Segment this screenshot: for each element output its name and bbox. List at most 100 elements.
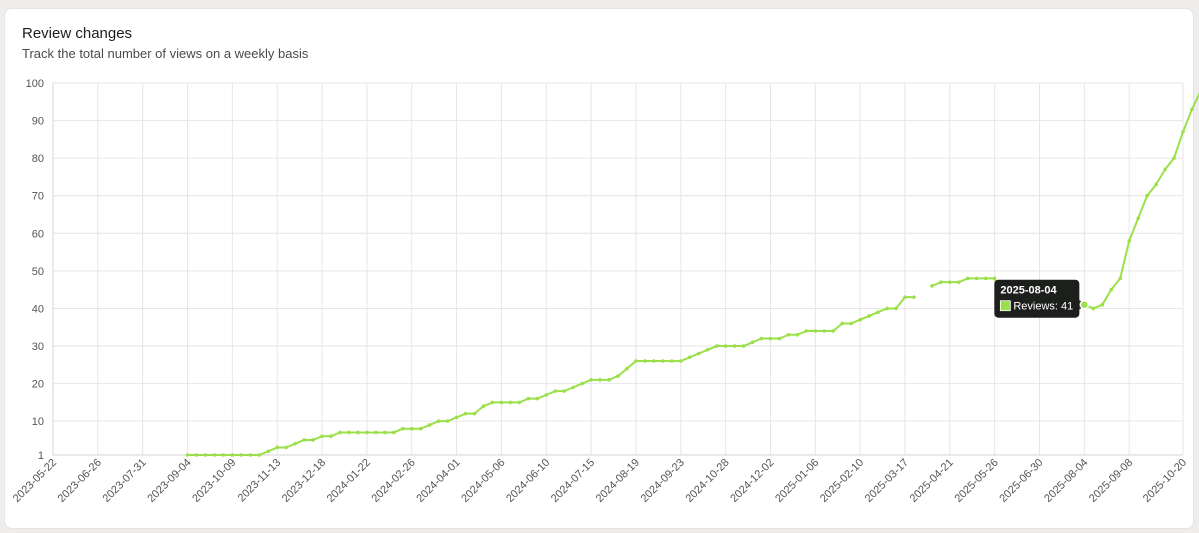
data-point (589, 378, 593, 382)
tooltip-value: Reviews: 41 (1013, 301, 1073, 313)
data-point (1127, 239, 1131, 243)
data-point (553, 389, 558, 393)
data-point (795, 332, 800, 337)
data-point (526, 396, 531, 401)
data-point (499, 400, 504, 405)
data-point (1163, 167, 1167, 172)
x-tick-label: 2025-03-17 (863, 457, 911, 505)
data-point (1154, 182, 1158, 187)
data-point (759, 336, 764, 341)
data-point (302, 438, 306, 442)
data-point (418, 426, 423, 431)
data-point (383, 430, 387, 435)
chart-title: Review changes (22, 25, 133, 42)
data-point (374, 430, 378, 435)
x-tick-label: 2024-12-02 (728, 457, 776, 505)
data-point (678, 359, 683, 363)
hovered-point (1079, 299, 1090, 310)
x-tick-label: 2024-01-22 (325, 457, 373, 505)
data-point (939, 280, 943, 284)
x-tick-label: 2023-07-31 (101, 457, 149, 505)
x-tick-label: 2024-04-01 (414, 457, 462, 505)
x-tick-label: 2023-09-04 (145, 457, 193, 505)
x-tick-label: 2023-12-18 (280, 457, 328, 505)
series-line-reviews (187, 296, 914, 456)
data-point (1145, 193, 1149, 198)
data-point (1172, 156, 1176, 160)
data-point (329, 434, 333, 439)
tooltip-date: 2025-08-04 (1000, 285, 1057, 297)
data-point (391, 430, 396, 435)
data-point (293, 441, 297, 446)
data-point (212, 453, 217, 457)
x-tick-label: 2025-02-10 (818, 457, 866, 505)
data-point (409, 426, 414, 431)
y-tick-label: 90 (32, 116, 44, 128)
data-point (965, 276, 970, 281)
data-point (813, 329, 818, 333)
data-point (687, 355, 692, 360)
data-point (732, 344, 737, 348)
data-point (365, 430, 369, 435)
data-point (930, 284, 934, 288)
x-tick-label: 2024-05-06 (459, 457, 507, 505)
data-point (1190, 107, 1194, 112)
data-point (625, 366, 629, 371)
data-point (768, 336, 773, 341)
y-tick-label: 70 (32, 191, 44, 203)
data-point (903, 295, 907, 299)
data-point (956, 280, 961, 284)
x-tick-label: 2025-09-08 (1087, 457, 1135, 505)
x-tick-label: 2023-10-09 (190, 457, 238, 505)
x-tick-label: 2023-11-13 (236, 457, 284, 505)
data-point (912, 295, 916, 299)
y-tick-label: 40 (32, 303, 44, 315)
data-point (490, 400, 495, 405)
x-tick-label: 2023-06-26 (56, 457, 104, 505)
chart-subtitle: Track the total number of views on a wee… (22, 46, 309, 61)
data-point (544, 393, 549, 397)
data-point (894, 306, 898, 311)
data-point (714, 344, 719, 348)
y-tick-label: 10 (32, 416, 44, 428)
data-point (221, 453, 226, 457)
data-point (347, 430, 351, 435)
data-point (598, 378, 602, 382)
data-point (257, 453, 262, 457)
data-point (822, 329, 827, 333)
data-point (427, 423, 432, 427)
data-point (580, 381, 584, 386)
data-point (705, 347, 710, 352)
data-point (203, 453, 208, 457)
tooltip-swatch (999, 300, 1011, 312)
x-tick-label: 2024-07-15 (549, 457, 597, 505)
data-point (1136, 216, 1140, 221)
data-point (508, 400, 513, 405)
data-point (454, 415, 459, 420)
y-tick-label: 30 (32, 341, 44, 353)
x-tick-label: 2023-05-22 (11, 457, 59, 505)
data-point (786, 332, 791, 337)
x-tick-label: 2025-04-21 (908, 457, 956, 505)
data-point (723, 344, 728, 348)
data-point (696, 351, 701, 356)
data-point (248, 453, 253, 457)
data-point (974, 276, 979, 281)
y-tick-label: 100 (26, 78, 44, 90)
data-point (185, 453, 190, 457)
data-point (1118, 276, 1123, 281)
y-tick-label: 20 (32, 379, 44, 391)
data-point (1109, 287, 1114, 292)
y-tick-label: 50 (32, 266, 44, 278)
data-point (562, 389, 566, 393)
data-point (472, 411, 477, 416)
data-point (356, 430, 360, 435)
data-point (750, 340, 755, 345)
data-point (517, 400, 522, 405)
data-point (948, 280, 952, 284)
data-point (1091, 306, 1096, 311)
data-point (400, 426, 405, 431)
data-point (571, 385, 575, 390)
data-point (804, 329, 809, 333)
